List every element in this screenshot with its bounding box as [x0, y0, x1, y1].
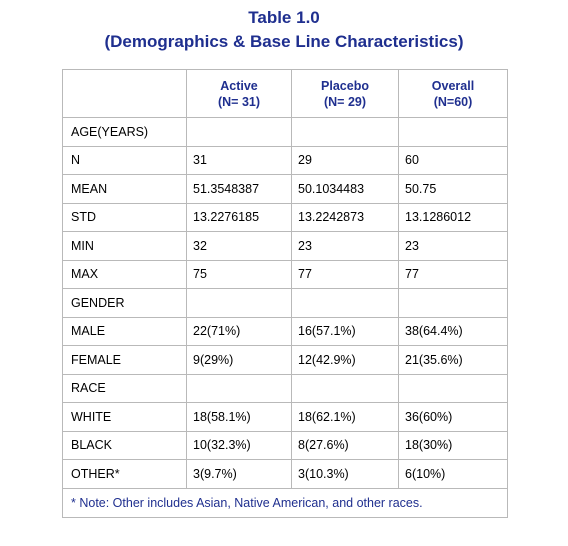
table-cell: 31	[186, 145, 292, 175]
header-column-n: (N= 29)	[323, 94, 367, 109]
table-row: STD 13.2276185 13.2242873 13.1286012	[62, 202, 508, 232]
table-title-line1: Table 1.0	[248, 8, 320, 27]
table-cell: 51.3548387	[186, 174, 292, 204]
table-cell: 8(27.6%)	[291, 430, 399, 460]
table-cell: 23	[398, 231, 508, 261]
row-label: BLACK	[62, 430, 187, 460]
table-row: BLACK 10(32.3%) 8(27.6%) 18(30%)	[62, 430, 508, 460]
header-row: Active (N= 31) Placebo (N= 29) Overall (…	[62, 69, 508, 118]
table-cell: 29	[291, 145, 399, 175]
row-label: MEAN	[62, 174, 187, 204]
table-cell: 13.2242873	[291, 202, 399, 232]
table-cell: 50.1034483	[291, 174, 399, 204]
table-cell: 36(60%)	[398, 402, 508, 432]
table-cell: 18(62.1%)	[291, 402, 399, 432]
table-row: MAX 75 77 77	[62, 259, 508, 289]
table-cell	[398, 117, 508, 147]
row-label: FEMALE	[62, 345, 187, 375]
header-cell-placebo: Placebo (N= 29)	[291, 69, 399, 118]
table-cell: 75	[186, 259, 292, 289]
row-label: STD	[62, 202, 187, 232]
table-row: WHITE 18(58.1%) 18(62.1%) 36(60%)	[62, 402, 508, 432]
table-cell: 77	[291, 259, 399, 289]
header-cell-active: Active (N= 31)	[186, 69, 292, 118]
header-column-n: (N=60)	[433, 94, 473, 109]
table-cell: 9(29%)	[186, 345, 292, 375]
footnote-row: * Note: Other includes Asian, Native Ame…	[62, 487, 508, 518]
header-column-name: Placebo	[321, 78, 369, 93]
header-corner-cell	[62, 69, 187, 118]
table-body: AGE(YEARS) N 31 29 60 MEAN 51.3548387 50.103448…	[62, 117, 508, 489]
header-column-name: Overall	[431, 78, 475, 93]
table-cell	[398, 373, 508, 403]
table-cell: 50.75	[398, 174, 508, 204]
table-row: OTHER* 3(9.7%) 3(10.3%) 6(10%)	[62, 459, 508, 489]
header-column-n: (N= 31)	[217, 94, 261, 109]
footnote: * Note: Other includes Asian, Native Ame…	[62, 487, 508, 518]
table-cell	[291, 288, 399, 318]
table-cell: 3(9.7%)	[186, 459, 292, 489]
table-cell	[291, 373, 399, 403]
table-title: Table 1.0 (Demographics & Base Line Char…	[0, 6, 568, 54]
table-row: GENDER	[62, 288, 508, 318]
table-cell: 10(32.3%)	[186, 430, 292, 460]
table-cell: 60	[398, 145, 508, 175]
row-label: MALE	[62, 316, 187, 346]
table-cell	[186, 288, 292, 318]
header-column-name: Active	[220, 78, 258, 93]
table-cell: 12(42.9%)	[291, 345, 399, 375]
row-label: AGE(YEARS)	[62, 117, 187, 147]
table-cell	[186, 373, 292, 403]
row-label: WHITE	[62, 402, 187, 432]
table-row: MIN 32 23 23	[62, 231, 508, 261]
table-cell: 22(71%)	[186, 316, 292, 346]
table-cell: 13.2276185	[186, 202, 292, 232]
table-cell: 3(10.3%)	[291, 459, 399, 489]
demographics-table: Active (N= 31) Placebo (N= 29) Overall (…	[62, 69, 508, 518]
table-title-line2: (Demographics & Base Line Characteristic…	[104, 32, 464, 51]
row-label: RACE	[62, 373, 187, 403]
row-label: GENDER	[62, 288, 187, 318]
table-row: FEMALE 9(29%) 12(42.9%) 21(35.6%)	[62, 345, 508, 375]
row-label: OTHER*	[62, 459, 187, 489]
table-cell: 32	[186, 231, 292, 261]
table-cell: 16(57.1%)	[291, 316, 399, 346]
row-label: MIN	[62, 231, 187, 261]
table-cell: 38(64.4%)	[398, 316, 508, 346]
table-cell: 23	[291, 231, 399, 261]
table-cell: 77	[398, 259, 508, 289]
table-row: N 31 29 60	[62, 145, 508, 175]
table-cell: 6(10%)	[398, 459, 508, 489]
table-cell: 13.1286012	[398, 202, 508, 232]
table-row: AGE(YEARS)	[62, 117, 508, 147]
header-cell-overall: Overall (N=60)	[398, 69, 508, 118]
table-cell	[186, 117, 292, 147]
table-row: RACE	[62, 373, 508, 403]
table-row: MALE 22(71%) 16(57.1%) 38(64.4%)	[62, 316, 508, 346]
table-cell: 18(58.1%)	[186, 402, 292, 432]
table-cell: 18(30%)	[398, 430, 508, 460]
row-label: N	[62, 145, 187, 175]
table-cell: 21(35.6%)	[398, 345, 508, 375]
table-cell	[291, 117, 399, 147]
table-cell	[398, 288, 508, 318]
row-label: MAX	[62, 259, 187, 289]
table-row: MEAN 51.3548387 50.1034483 50.75	[62, 174, 508, 204]
